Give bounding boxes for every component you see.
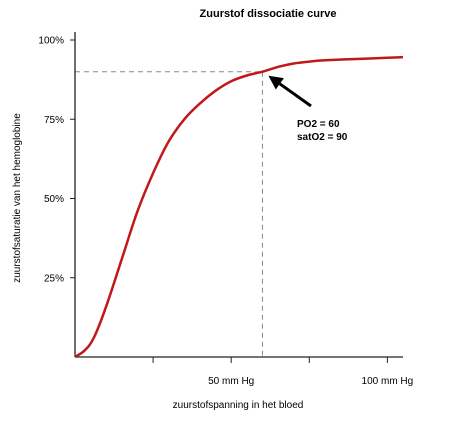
y-tick-label: 75% [44, 115, 64, 126]
x-tick-label: 100 mm Hg [362, 376, 414, 387]
y-axis-ticks: 25% 50% 75% 100% [38, 36, 75, 284]
annotation-sato2: satO2 = 90 [297, 132, 348, 143]
x-axis-ticks: 50 mm Hg 100 mm Hg [152, 357, 414, 387]
annotation-arrow-head [268, 75, 284, 90]
axes [74, 32, 403, 358]
annotation-arrow-shaft [278, 82, 312, 108]
y-tick-label: 100% [38, 36, 64, 47]
annotation-po2: PO2 = 60 [297, 119, 340, 130]
x-axis-label: zuurstofspanning in het bloed [173, 400, 304, 411]
y-tick-label: 25% [44, 273, 64, 284]
y-tick-label: 50% [44, 194, 64, 205]
x-tick-label: 50 mm Hg [208, 376, 254, 387]
dissociation-curve [74, 55, 404, 359]
y-axis-label: zuurstofsaturatie van het hemoglobine [12, 113, 23, 283]
chart-title: Zuurstof dissociatie curve [200, 8, 337, 20]
reference-lines [75, 71, 263, 357]
